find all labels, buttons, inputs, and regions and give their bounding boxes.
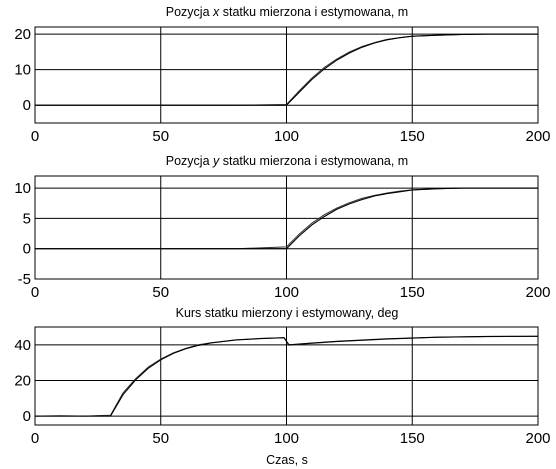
- x-series-estimated: [35, 33, 538, 106]
- y-y-tick-label: -5: [18, 271, 31, 288]
- heading-series-estimated: [35, 335, 539, 417]
- x-y-tick-label: 0: [23, 97, 31, 114]
- x-axis-label: Czas, s: [266, 453, 308, 467]
- heading-x-tick-label: 0: [31, 430, 39, 447]
- x-x-tick-label: 0: [31, 128, 39, 145]
- y-x-tick-label: 100: [274, 284, 299, 301]
- y-x-tick-label: 200: [525, 284, 550, 301]
- y-x-tick-label: 0: [31, 284, 39, 301]
- x-x-tick-label: 150: [400, 128, 425, 145]
- y-y-tick-label: 0: [23, 241, 31, 258]
- x-x-tick-label: 200: [525, 128, 550, 145]
- panel-x-title: Pozycja x statku mierzona i estymowana, …: [166, 5, 408, 19]
- heading-x-tick-label: 50: [152, 430, 169, 447]
- y-series-estimated: [35, 187, 538, 250]
- heading-x-tick-label: 150: [400, 430, 425, 447]
- x-x-tick-label: 100: [274, 128, 299, 145]
- y-x-tick-label: 50: [152, 284, 169, 301]
- panel-heading: Kurs statku mierzony i estymowany, deg 0…: [14, 306, 550, 447]
- y-y-tick-label: 5: [23, 210, 31, 227]
- panel-y-position: Pozycja y statku mierzona i estymowana, …: [14, 154, 550, 301]
- panel-heading-title: Kurs statku mierzony i estymowany, deg: [176, 306, 399, 320]
- heading-y-tick-label: 20: [14, 372, 31, 389]
- y-x-tick-label: 150: [400, 284, 425, 301]
- panel-x-plot: 0 50 100 150 200 0 10 20: [14, 26, 550, 145]
- y-y-tick-label: 10: [14, 180, 31, 197]
- panel-y-title: Pozycja y statku mierzona i estymowana, …: [166, 154, 408, 168]
- heading-y-tick-label: 0: [23, 408, 31, 425]
- heading-x-tick-label: 100: [274, 430, 299, 447]
- panel-heading-plot: 0 50 100 150 200 0 20 40: [14, 326, 551, 447]
- panel-x-position: Pozycja x statku mierzona i estymowana, …: [14, 5, 550, 145]
- x-x-tick-label: 50: [152, 128, 169, 145]
- heading-y-tick-label: 40: [14, 337, 31, 354]
- x-y-tick-label: 10: [14, 62, 31, 79]
- heading-x-tick-label: 200: [525, 430, 550, 447]
- x-y-tick-label: 20: [14, 26, 31, 43]
